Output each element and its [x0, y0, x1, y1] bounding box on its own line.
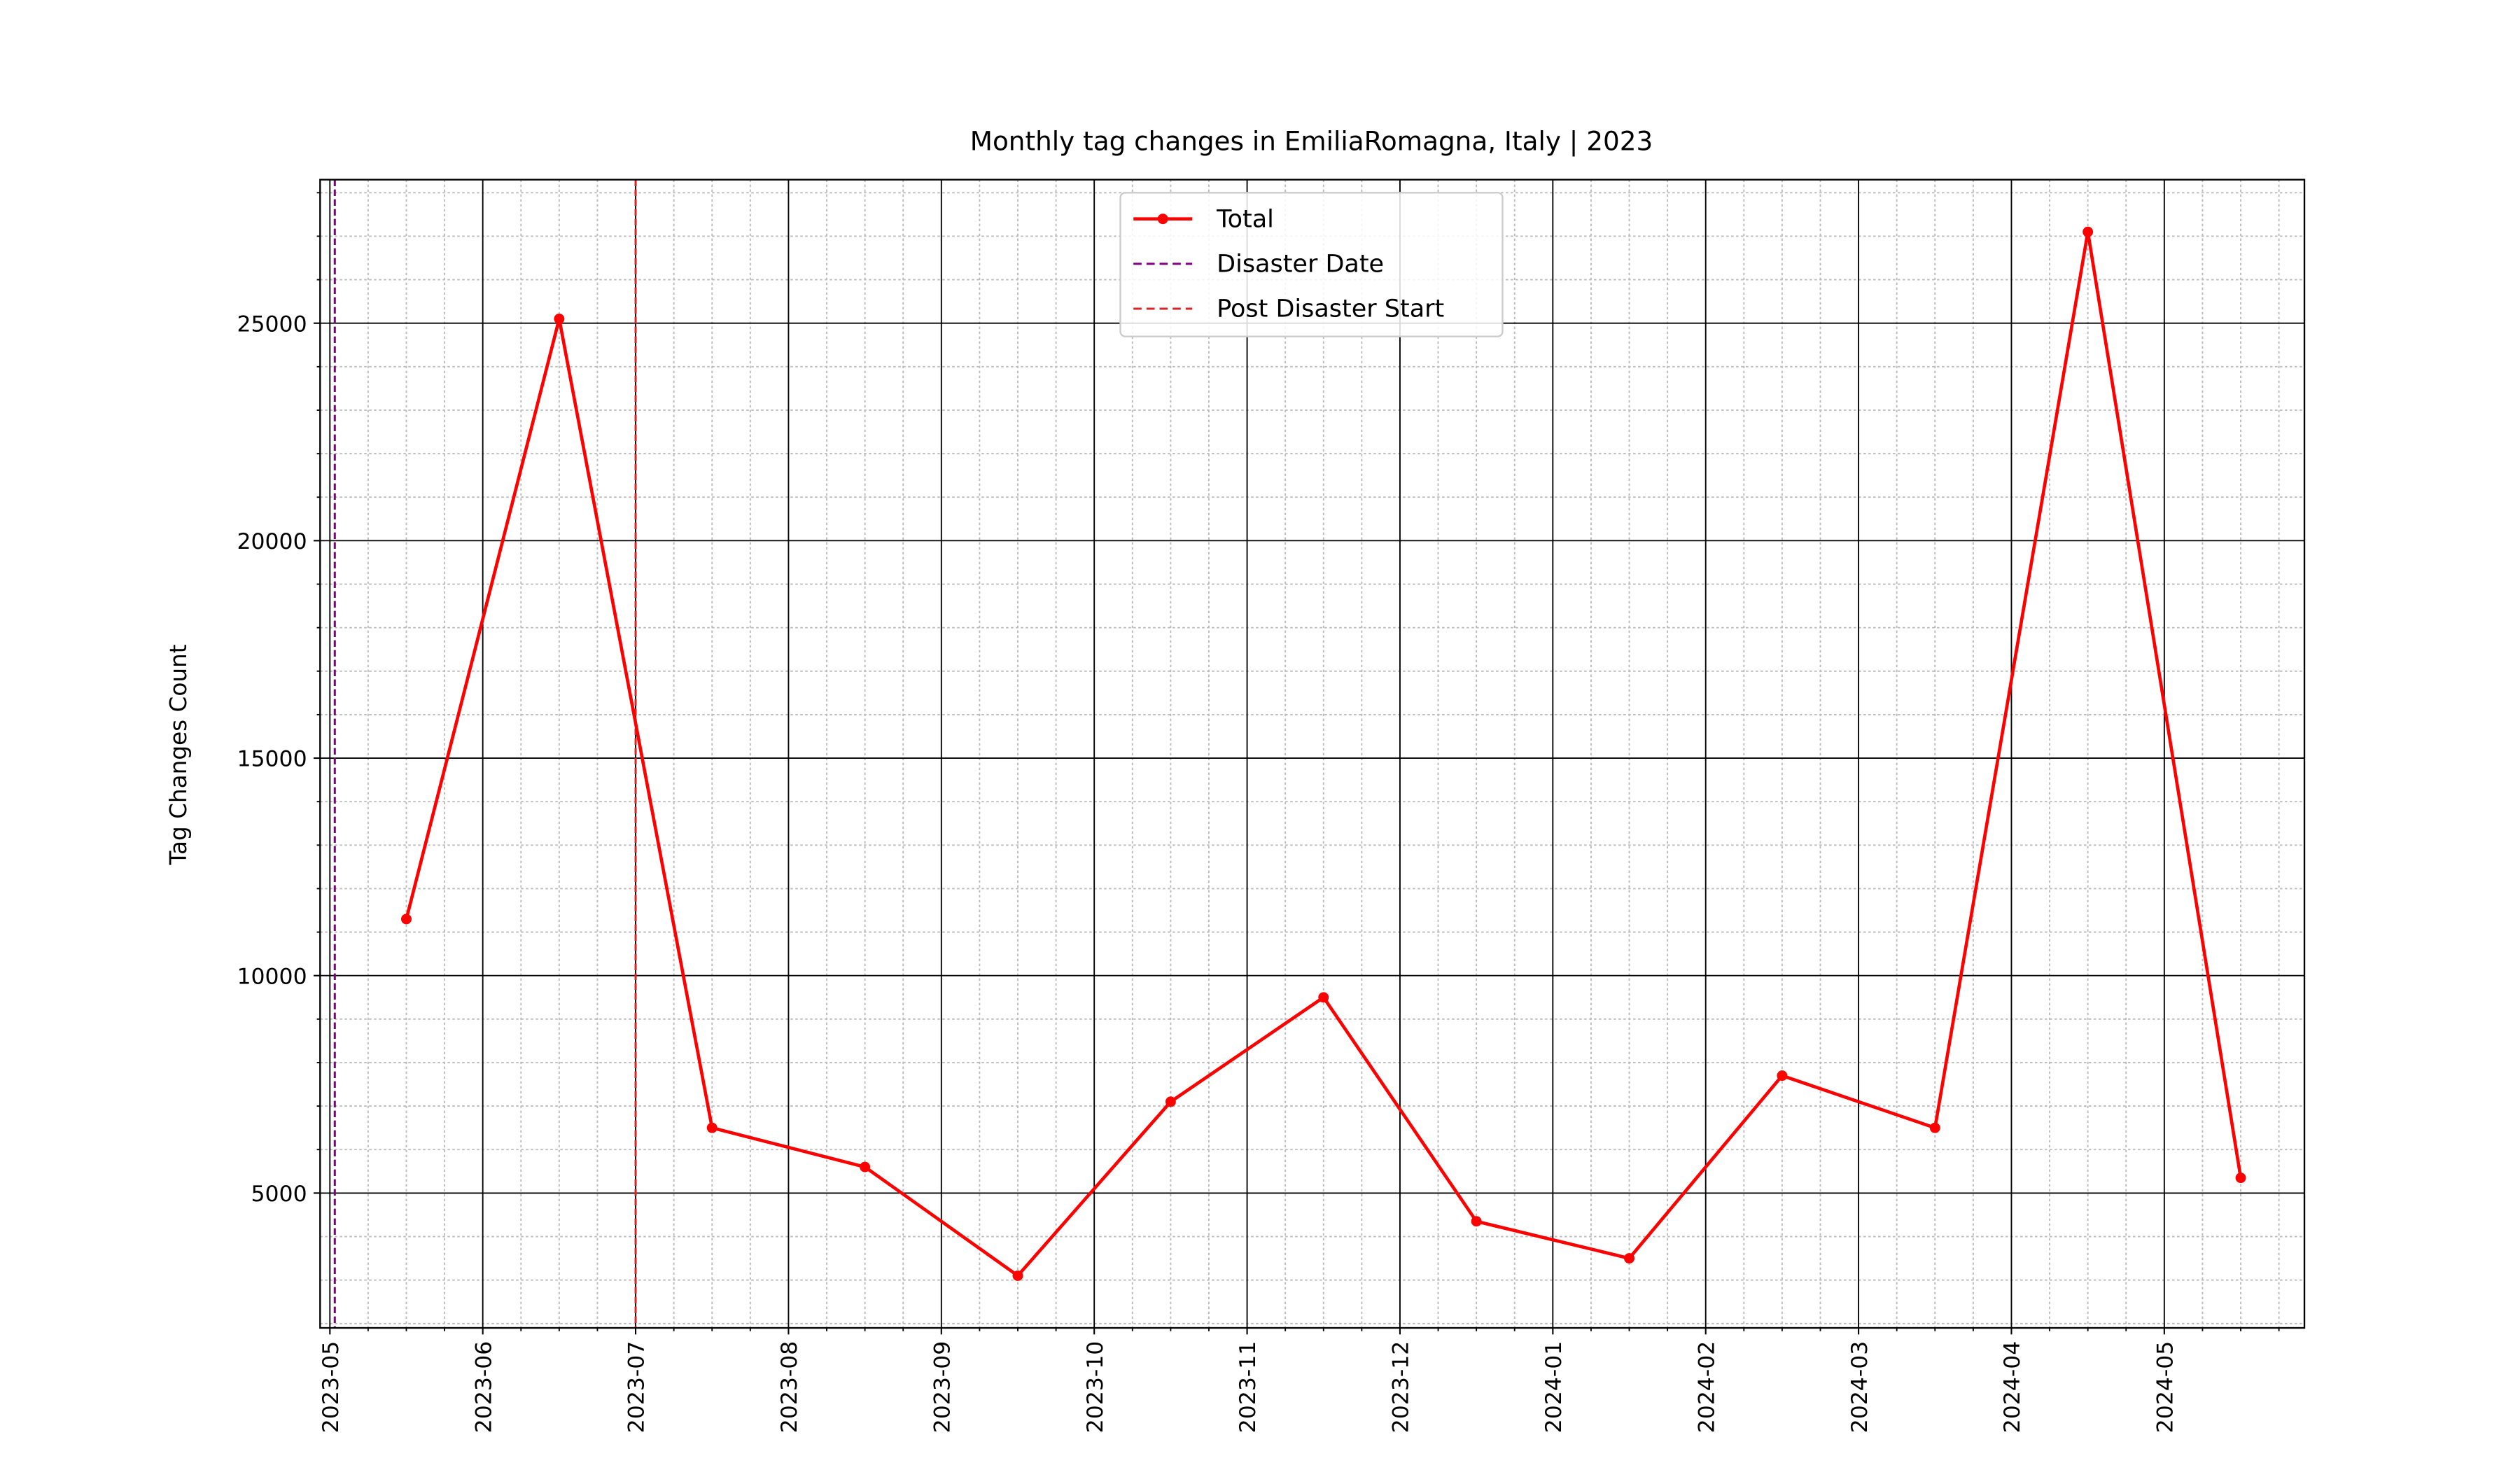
data-point: [1471, 1216, 1482, 1227]
legend-label: Disaster Date: [1217, 250, 1384, 278]
legend-box: [1119, 192, 1504, 337]
plot-frame: [319, 178, 2306, 1329]
y-tick-label: 5000: [251, 1182, 307, 1207]
chart-title: Monthly tag changes in EmiliaRomagna, It…: [970, 126, 1653, 158]
legend-label: Post Disaster Start: [1217, 295, 1444, 323]
data-point: [554, 314, 565, 324]
y-tick-label: 25000: [237, 312, 307, 337]
y-tick-label: 20000: [237, 529, 307, 554]
data-point: [401, 913, 412, 925]
x-tick-label: 2024-03: [1847, 1341, 1872, 1434]
x-tick-label: 2024-04: [2000, 1341, 2025, 1434]
x-tick-label: 2023-05: [318, 1341, 344, 1434]
y-tick-label: 10000: [237, 964, 307, 989]
legend-marker: [1157, 214, 1168, 225]
data-point: [1012, 1270, 1023, 1281]
x-tick-label: 2023-09: [930, 1341, 955, 1434]
x-tick-label: 2023-06: [471, 1341, 496, 1434]
legend-label: Total: [1216, 205, 1274, 233]
data-point: [1318, 992, 1329, 1003]
y-tick-label: 15000: [237, 747, 307, 772]
data-point: [1165, 1096, 1176, 1107]
data-point: [706, 1122, 718, 1133]
data-point: [860, 1161, 871, 1172]
data-point: [2235, 1172, 2246, 1184]
x-tick-label: 2024-02: [1694, 1341, 1719, 1434]
x-tick-label: 2023-11: [1236, 1341, 1261, 1434]
legend: Total Disaster Date Post Disaster Start: [1119, 192, 1504, 337]
data-point: [2082, 226, 2094, 237]
data-point: [1777, 1070, 1788, 1082]
x-tick-label: 2023-12: [1389, 1341, 1414, 1434]
x-tick-label: 2024-05: [2153, 1341, 2178, 1434]
x-tick-label: 2023-08: [777, 1341, 802, 1434]
x-tick-label: 2024-01: [1541, 1341, 1567, 1434]
data-point: [1624, 1253, 1634, 1264]
x-tick-label: 2023-10: [1083, 1341, 1108, 1434]
data-point: [1929, 1122, 1940, 1133]
x-tick-label: 2023-07: [624, 1341, 650, 1434]
y-axis-label: Tag Changes Count: [165, 644, 192, 865]
